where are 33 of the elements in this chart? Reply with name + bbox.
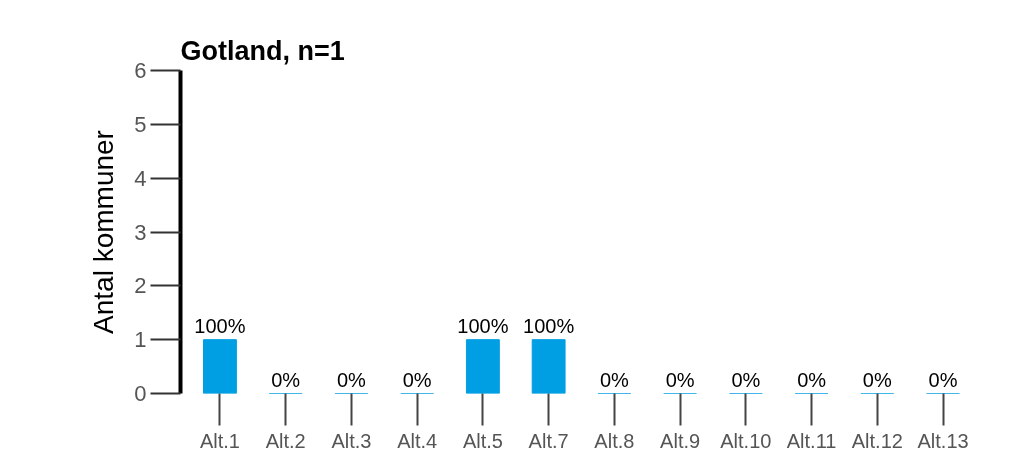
x-tick-label: Alt.5 (462, 429, 503, 452)
y-tick-label: 2 (134, 273, 147, 299)
data-label: 0% (928, 368, 958, 391)
x-tick-label: Alt.10 (720, 429, 772, 452)
data-label: 0% (731, 368, 761, 391)
y-tick-label: 1 (134, 327, 147, 353)
y-tick-label: 5 (134, 111, 147, 137)
x-tick-label: Alt.8 (594, 429, 635, 452)
x-tick-label: Alt.7 (528, 429, 569, 452)
data-label: 0% (271, 368, 301, 391)
data-label: 0% (862, 368, 892, 391)
data-label: 100% (457, 314, 509, 337)
data-label: 100% (194, 314, 246, 337)
x-tick-label: Alt.12 (851, 429, 903, 452)
data-label: 0% (599, 368, 630, 391)
data-label: 0% (402, 368, 432, 391)
y-tick-label: 3 (134, 219, 147, 245)
data-label: 0% (336, 368, 367, 391)
y-tick-label: 0 (134, 381, 147, 406)
data-label: 0% (665, 368, 695, 391)
x-tick-label: Alt.2 (265, 429, 306, 452)
data-label: 0% (797, 368, 827, 391)
chart-title: Gotland, n=1 (180, 35, 345, 66)
x-tick-label: Alt.3 (331, 429, 372, 452)
x-tick-label: Alt.13 (917, 429, 969, 452)
data-label: 100% (523, 314, 575, 337)
x-tick-label: Alt.1 (199, 429, 240, 452)
x-tick-label: Alt.4 (397, 429, 438, 452)
x-tick-label: Alt.9 (660, 429, 701, 452)
y-tick-label: 4 (134, 165, 147, 191)
y-axis-title: Antal kommuner (88, 130, 120, 334)
y-tick-label: 6 (134, 58, 147, 83)
x-tick-label: Alt.11 (786, 429, 837, 452)
